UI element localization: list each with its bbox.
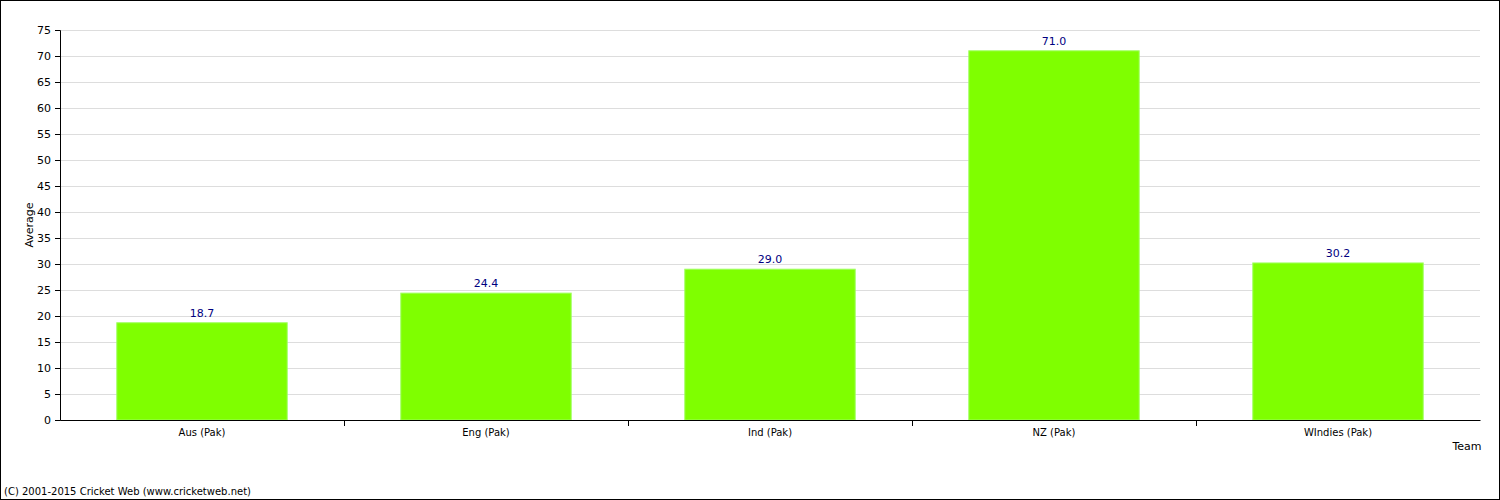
y-tick-label: 70 [37,50,51,63]
y-tick-label: 5 [44,388,51,401]
x-tick: Ind (Pak) [748,420,792,438]
grid-line [60,186,1480,187]
y-tick: 55 [37,128,60,141]
x-axis-title: Team [1451,440,1481,453]
x-tick: NZ (Pak) [1033,420,1076,438]
bar [1253,263,1423,420]
y-tick: 70 [37,50,60,63]
x-tick-label: Aus (Pak) [179,427,226,438]
bar [117,323,287,420]
bar [401,293,571,420]
y-tick: 75 [37,24,60,37]
y-axis: 0 5 10 15 20 25 30 35 40 45 50 55 60 65 70 75 [37,24,61,427]
y-tick-mark [55,368,60,369]
y-tick: 30 [37,258,60,271]
y-tick: 5 [44,388,60,401]
y-tick: 50 [37,154,60,167]
y-tick-label: 0 [44,414,51,427]
y-tick-label: 65 [37,76,51,89]
data-label: 30.2 [1326,247,1351,260]
grid-line [60,108,1480,109]
x-separators [345,420,1197,426]
y-tick: 15 [37,336,60,349]
bar [685,269,855,420]
y-tick-label: 40 [37,206,51,219]
grid-line [60,82,1480,83]
x-tick-label: NZ (Pak) [1033,427,1076,438]
y-tick-mark [55,238,60,239]
grid [60,31,1480,421]
y-tick-mark [55,342,60,343]
page-border [1,1,1500,500]
y-tick: 20 [37,310,60,323]
grid-line [60,212,1480,213]
y-tick-mark [55,316,60,317]
x-separator [344,420,345,426]
data-label: 71.0 [1042,35,1067,48]
y-tick-mark [55,160,60,161]
chart: 18.7 24.4 29.0 71.0 30.2 0 5 10 15 20 25 30 35 40 45 50… [0,0,1500,500]
y-tick-mark [55,420,60,421]
data-label: 24.4 [474,277,499,290]
data-label: 29.0 [758,253,783,266]
y-tick-mark [55,30,60,31]
y-tick-label: 45 [37,180,51,193]
y-tick-mark [55,394,60,395]
x-axis: Aus (Pak) Eng (Pak) Ind (Pak) NZ (Pak) WIndi… [61,420,1481,438]
y-tick-mark [55,264,60,265]
y-tick-mark [55,186,60,187]
data-labels: 18.7 24.4 29.0 71.0 30.2 [190,35,1351,320]
y-axis-title: Average [23,202,36,247]
y-tick-label: 25 [37,284,51,297]
y-tick-label: 35 [37,232,51,245]
grid-line [60,420,1480,421]
y-tick: 45 [37,180,60,193]
y-tick: 60 [37,102,60,115]
y-tick-mark [55,108,60,109]
y-tick-label: 30 [37,258,51,271]
y-tick-label: 75 [37,24,51,37]
x-tick: Eng (Pak) [462,420,510,438]
y-tick: 10 [37,362,60,375]
y-tick: 65 [37,76,60,89]
y-tick-label: 20 [37,310,51,323]
y-axis-line [55,31,61,421]
x-tick-label: WIndies (Pak) [1304,427,1372,438]
x-tick: Aus (Pak) [179,420,226,438]
x-separator [628,420,629,426]
y-tick: 35 [37,232,60,245]
y-tick: 0 [44,414,60,427]
x-axis-line [61,420,1481,421]
plot: 18.7 24.4 29.0 71.0 30.2 0 5 10 15 20 25 30 35 40 45 50… [37,24,1481,438]
y-tick-label: 10 [37,362,51,375]
bars [117,51,1423,420]
y-tick: 40 [37,206,60,219]
y-tick-mark [55,290,60,291]
grid-line [60,56,1480,57]
x-separator [1196,420,1197,426]
grid-line [60,30,1480,31]
y-tick-label: 15 [37,336,51,349]
grid-line [60,238,1480,239]
y-tick-label: 60 [37,102,51,115]
x-tick-label: Ind (Pak) [748,427,792,438]
y-tick-mark [55,212,60,213]
y-tick-mark [55,82,60,83]
y-tick: 25 [37,284,60,297]
y-tick-mark [55,56,60,57]
annotation: (C) 2001-2015 Cricket Web (www.cricketwe… [4,486,251,497]
bar [969,51,1139,420]
data-label: 18.7 [190,307,215,320]
y-tick-label: 55 [37,128,51,141]
grid-line [60,160,1480,161]
x-separator [912,420,913,426]
x-tick: WIndies (Pak) [1304,420,1372,438]
y-tick-label: 50 [37,154,51,167]
y-tick-mark [55,134,60,135]
x-tick-label: Eng (Pak) [462,427,510,438]
grid-line [60,134,1480,135]
